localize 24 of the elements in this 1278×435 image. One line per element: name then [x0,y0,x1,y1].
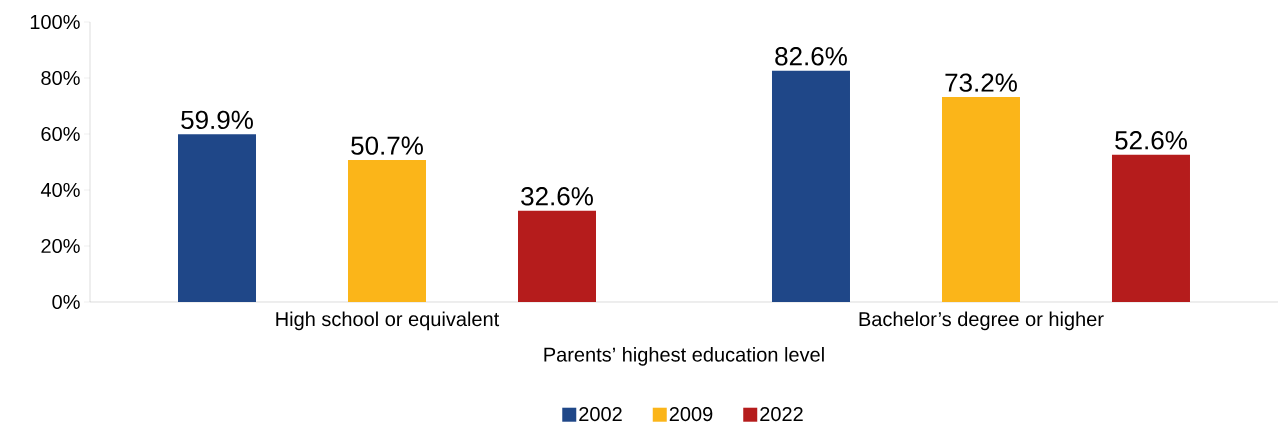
bar [348,160,426,302]
y-tick-label: 100% [30,14,80,30]
y-tick-label: 40% [40,182,80,198]
y-tick-label: 20% [41,238,80,254]
x-axis-title: Parents’ highest education level [544,347,824,366]
legend-label: 2009 [669,406,713,422]
bar [941,97,1020,302]
legend-label: 2002 [579,406,622,422]
bar [518,210,596,302]
data-label: 50.7% [351,136,423,155]
data-label: 82.6% [775,47,847,66]
x-tick-label: High school or equivalent [276,311,500,331]
y-tick-label: 60% [41,126,80,142]
data-label: 59.9% [181,110,253,130]
y-tick-label: 80% [41,70,80,86]
bar [178,134,257,302]
y-tick-label: 0% [52,294,80,310]
data-label: 32.6% [521,187,593,206]
data-label: 52.6% [1115,131,1187,150]
x-tick-label: Bachelor’s degree or higher [859,311,1104,331]
bar [772,70,850,302]
bar [1111,154,1190,302]
data-label: 73.2% [945,73,1017,92]
legend-label: 2022 [760,406,803,422]
